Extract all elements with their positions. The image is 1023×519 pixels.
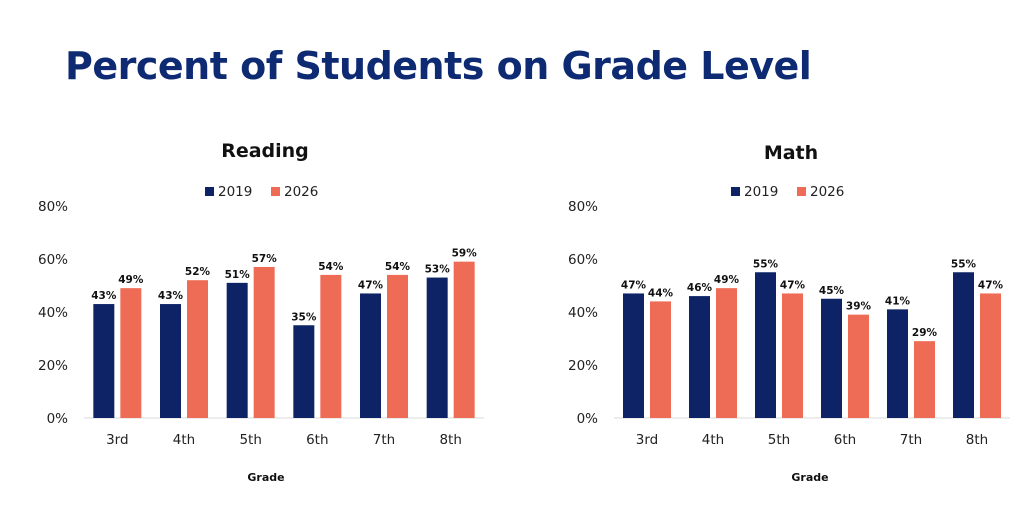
math-data-label: 44% — [648, 287, 674, 299]
reading-bar-2026-7th — [387, 274, 408, 418]
math-bar-2019-5th — [755, 272, 776, 418]
math-x-tick-label: 5th — [768, 432, 790, 448]
reading-bar-2019-3rd — [93, 304, 115, 418]
reading-bar-2019-7th — [360, 293, 381, 418]
legend-label-2026: 2026 — [810, 184, 844, 200]
legend-swatch-2026 — [797, 187, 806, 196]
math-bar-2019-3rd — [623, 293, 644, 418]
reading-bar-2019-5th — [226, 282, 248, 418]
math-bar-2019-4th — [689, 296, 710, 418]
reading-x-tick-label: 6th — [306, 432, 328, 448]
reading-data-label: 51% — [225, 269, 251, 281]
reading-data-label: 47% — [358, 279, 384, 291]
math-bar-2026-6th — [848, 314, 869, 418]
legend-label-2019: 2019 — [218, 184, 252, 200]
math-data-label: 49% — [714, 274, 740, 286]
reading-data-label: 57% — [252, 253, 278, 265]
math-x-axis-title: Grade — [791, 471, 828, 484]
legend-swatch-2026 — [271, 187, 280, 196]
page-title: Percent of Students on Grade Level — [65, 44, 812, 88]
reading-x-tick-label: 7th — [373, 432, 395, 448]
reading-x-tick-label: 5th — [239, 432, 261, 448]
math-data-label: 55% — [753, 258, 779, 270]
reading-bar-2026-8th — [453, 261, 475, 418]
reading-x-axis-title: Grade — [247, 471, 284, 484]
math-bar-2026-5th — [782, 293, 803, 418]
math-x-tick-label: 4th — [702, 432, 724, 448]
math-x-tick-label: 3rd — [636, 432, 658, 448]
math-data-label: 41% — [885, 295, 911, 307]
reading-bar-2026-4th — [187, 280, 208, 418]
math-x-tick-label: 6th — [834, 432, 856, 448]
reading-bar-2026-5th — [253, 266, 275, 418]
reading-x-tick-label: 3rd — [106, 432, 128, 448]
math-bar-2019-6th — [821, 298, 842, 418]
math-bar-2019-7th — [887, 309, 908, 418]
math-y-tick-label: 60% — [568, 252, 598, 268]
math-legend: 2019 2026 — [731, 184, 844, 200]
reading-bar-2026-6th — [320, 274, 342, 418]
math-bar-2026-3rd — [650, 301, 671, 418]
reading-chart-title: Reading — [221, 140, 309, 162]
math-data-label: 55% — [951, 258, 977, 270]
reading-y-tick-label: 0% — [47, 411, 69, 427]
legend-label-2019: 2019 — [744, 184, 778, 200]
reading-data-label: 35% — [291, 311, 317, 323]
math-bar-2019-8th — [953, 272, 974, 418]
math-x-tick-label: 7th — [900, 432, 922, 448]
math-chart-title: Math — [764, 142, 818, 164]
math-x-tick-label: 8th — [966, 432, 988, 448]
reading-y-tick-label: 60% — [38, 252, 68, 268]
math-data-label: 29% — [912, 327, 938, 339]
math-data-label: 45% — [819, 285, 845, 297]
reading-y-tick-label: 40% — [38, 305, 68, 321]
reading-data-label: 43% — [91, 290, 117, 302]
math-data-label: 47% — [621, 279, 647, 291]
reading-y-tick-label: 20% — [38, 358, 68, 374]
reading-data-label: 54% — [385, 261, 411, 273]
math-y-tick-label: 20% — [568, 358, 598, 374]
reading-legend: 2019 2026 — [205, 184, 318, 200]
math-y-tick-label: 0% — [577, 411, 599, 427]
math-data-label: 39% — [846, 301, 872, 313]
legend-swatch-2019 — [731, 187, 740, 196]
reading-bar-2019-8th — [426, 277, 448, 418]
reading-x-tick-label: 4th — [173, 432, 195, 448]
reading-data-label: 43% — [158, 290, 184, 302]
math-y-tick-label: 40% — [568, 305, 598, 321]
reading-data-label: 52% — [185, 266, 211, 278]
math-data-label: 47% — [978, 279, 1004, 291]
reading-x-tick-label: 8th — [439, 432, 461, 448]
reading-bar-2026-3rd — [120, 288, 142, 418]
reading-data-label: 53% — [425, 264, 451, 276]
math-bar-2026-7th — [914, 341, 935, 418]
math-data-label: 47% — [780, 279, 806, 291]
reading-bar-2019-6th — [293, 325, 315, 418]
math-bar-2026-8th — [980, 293, 1001, 418]
reading-data-label: 59% — [452, 248, 478, 260]
reading-bar-2019-4th — [160, 304, 181, 418]
math-y-tick-label: 80% — [568, 199, 598, 215]
math-data-label: 46% — [687, 282, 713, 294]
math-bar-2026-4th — [716, 288, 737, 418]
legend-swatch-2019 — [205, 187, 214, 196]
reading-data-label: 49% — [118, 274, 144, 286]
reading-y-tick-label: 80% — [38, 199, 68, 215]
reading-data-label: 54% — [318, 261, 344, 273]
legend-label-2026: 2026 — [284, 184, 318, 200]
